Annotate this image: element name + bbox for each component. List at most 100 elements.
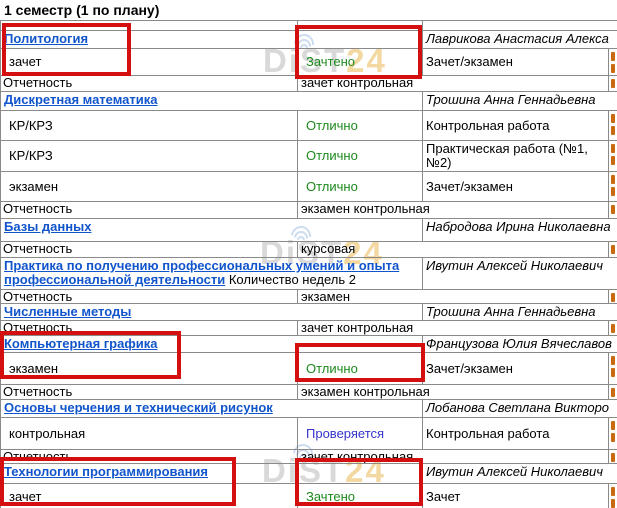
clipped-content-sliver — [611, 433, 615, 442]
subject-suffix-text: Количество недель 2 — [225, 272, 356, 287]
work-type-cell: Контрольная работа — [422, 417, 609, 450]
clipped-content-sliver — [611, 499, 615, 508]
subject-cell: Практика по получению профессиональных у… — [0, 257, 423, 290]
teacher-name-cell: Трошина Анна Геннадьевна — [422, 303, 617, 321]
highlight-box — [295, 458, 423, 506]
subject-cell: Дискретная математика — [0, 91, 423, 111]
clipped-content-sliver — [611, 453, 615, 462]
clipped-column-cell — [608, 171, 617, 202]
report-label-cell: Отчетность — [0, 75, 298, 92]
clipped-column-cell — [608, 241, 617, 258]
report-label-cell: Отчетность — [0, 201, 298, 219]
clipped-column-cell — [608, 110, 617, 141]
clipped-content-sliver — [611, 64, 615, 73]
report-value-cell: экзамен — [297, 289, 609, 304]
control-form-cell: экзамен — [0, 171, 298, 202]
clipped-content-sliver — [611, 205, 615, 214]
clipped-column-cell — [608, 201, 617, 219]
work-type-cell: Практическая работа (№1, №2) — [422, 140, 609, 172]
highlight-box — [2, 23, 131, 76]
report-value-cell: зачет контрольная — [297, 320, 609, 336]
subject-link[interactable]: Дискретная математика — [4, 92, 158, 107]
clipped-content-sliver — [611, 421, 615, 430]
subject-link[interactable]: Практика по получению профессиональных у… — [4, 258, 400, 287]
subject-row: Практика по получению профессиональных у… — [0, 257, 617, 290]
subject-cell: Базы данных — [0, 218, 423, 242]
clipped-content-sliver — [611, 388, 615, 397]
report-value-cell: зачет контрольная — [297, 75, 609, 92]
report-label-cell: Отчетность — [0, 241, 298, 258]
highlight-box — [295, 343, 425, 382]
report-value-cell: экзамен контрольная — [297, 384, 609, 400]
clipped-content-sliver — [611, 368, 615, 377]
grade-row: зачет Зачтено Зачет — [0, 483, 617, 508]
clipped-content-sliver — [611, 324, 615, 333]
clipped-content-sliver — [611, 114, 615, 123]
grade-row: КР/КРЗ Отлично Контрольная работа — [0, 110, 617, 141]
subject-link[interactable]: Основы черчения и технический рисунок — [4, 400, 273, 415]
work-type-cell: Зачет/экзамен — [422, 171, 609, 202]
control-form-cell: КР/КРЗ — [0, 140, 298, 172]
highlight-box — [295, 25, 422, 79]
clipped-column-cell — [608, 352, 617, 385]
clipped-content-sliver — [611, 187, 615, 196]
clipped-column-cell — [608, 289, 617, 304]
teacher-name-cell: Лаврикова Анастасия Алекса — [422, 30, 617, 49]
control-form-cell: КР/КРЗ — [0, 110, 298, 141]
report-value-cell: экзамен контрольная — [297, 201, 609, 219]
subject-row: Политология Лаврикова Анастасия Алекса — [0, 30, 617, 49]
clipped-column-cell — [608, 320, 617, 336]
clipped-column-cell — [608, 75, 617, 92]
clipped-content-sliver — [611, 126, 615, 135]
spacer-cell — [422, 20, 617, 31]
work-type-cell: Зачет/экзамен — [422, 48, 609, 76]
subject-row: Численные методы Трошина Анна Геннадьевна — [0, 303, 617, 321]
report-row: Отчетность экзамен контрольная — [0, 384, 617, 400]
teacher-name-cell: Набродова Ирина Николаевна — [422, 218, 617, 242]
report-row: Отчетность экзамен — [0, 289, 617, 304]
subject-row: Компьютерная графика Французова Юлия Вяче… — [0, 335, 617, 353]
clipped-content-sliver — [611, 293, 615, 302]
clipped-column-cell — [608, 384, 617, 400]
subject-link[interactable]: Базы данных — [4, 219, 92, 234]
clipped-column-cell — [608, 140, 617, 172]
grade-result-cell: Проверяется — [297, 417, 423, 450]
grade-result-cell: Отлично — [297, 110, 423, 141]
grade-result-cell: Отлично — [297, 171, 423, 202]
clipped-content-sliver — [611, 356, 615, 365]
grades-table: Политология Лаврикова Анастасия Алекса зач… — [0, 20, 617, 508]
clipped-content-sliver — [611, 487, 615, 496]
highlight-box — [0, 457, 236, 506]
teacher-name-cell: Ивутин Алексей Николаевич — [422, 463, 617, 484]
subject-link[interactable]: Технологии программирования — [4, 464, 208, 479]
clipped-content-sliver — [611, 245, 615, 254]
subject-link[interactable]: Компьютерная графика — [4, 336, 158, 351]
highlight-box — [0, 331, 181, 379]
control-form-cell: контрольная — [0, 417, 298, 450]
clipped-content-sliver — [611, 52, 615, 61]
report-row: Отчетность зачет контрольная — [0, 75, 617, 92]
teacher-name-cell: Ивутин Алексей Николаевич — [422, 257, 617, 290]
report-row: Отчетность экзамен контрольная — [0, 201, 617, 219]
subject-link[interactable]: Политология — [4, 31, 89, 46]
page-title: 1 семестр (1 по плану) — [4, 2, 160, 18]
subject-row: Базы данных Набродова Ирина Николаевна — [0, 218, 617, 242]
subject-cell: Основы черчения и технический рисунок — [0, 399, 423, 418]
grade-row: КР/КРЗ Отлично Практическая работа (№1, №2… — [0, 140, 617, 172]
clipped-content-sliver — [611, 144, 615, 153]
clipped-column-cell — [608, 417, 617, 450]
teacher-name-cell: Трошина Анна Геннадьевна — [422, 91, 617, 111]
report-label-cell: Отчетность — [0, 289, 298, 304]
teacher-name-cell: Французова Юлия Вячеславов — [422, 335, 617, 353]
clipped-content-sliver — [611, 79, 615, 88]
grade-row: экзамен Отлично Зачет/экзамен — [0, 171, 617, 202]
clipped-content-sliver — [611, 175, 615, 184]
report-value-cell: курсовая — [297, 241, 609, 258]
clipped-column-cell — [608, 449, 617, 464]
subject-row: Основы черчения и технический рисунок Лоб… — [0, 399, 617, 418]
teacher-name-cell: Лобанова Светлана Викторо — [422, 399, 617, 418]
clipped-column-cell — [608, 483, 617, 508]
work-type-cell: Контрольная работа — [422, 110, 609, 141]
subject-link[interactable]: Численные методы — [4, 304, 132, 319]
